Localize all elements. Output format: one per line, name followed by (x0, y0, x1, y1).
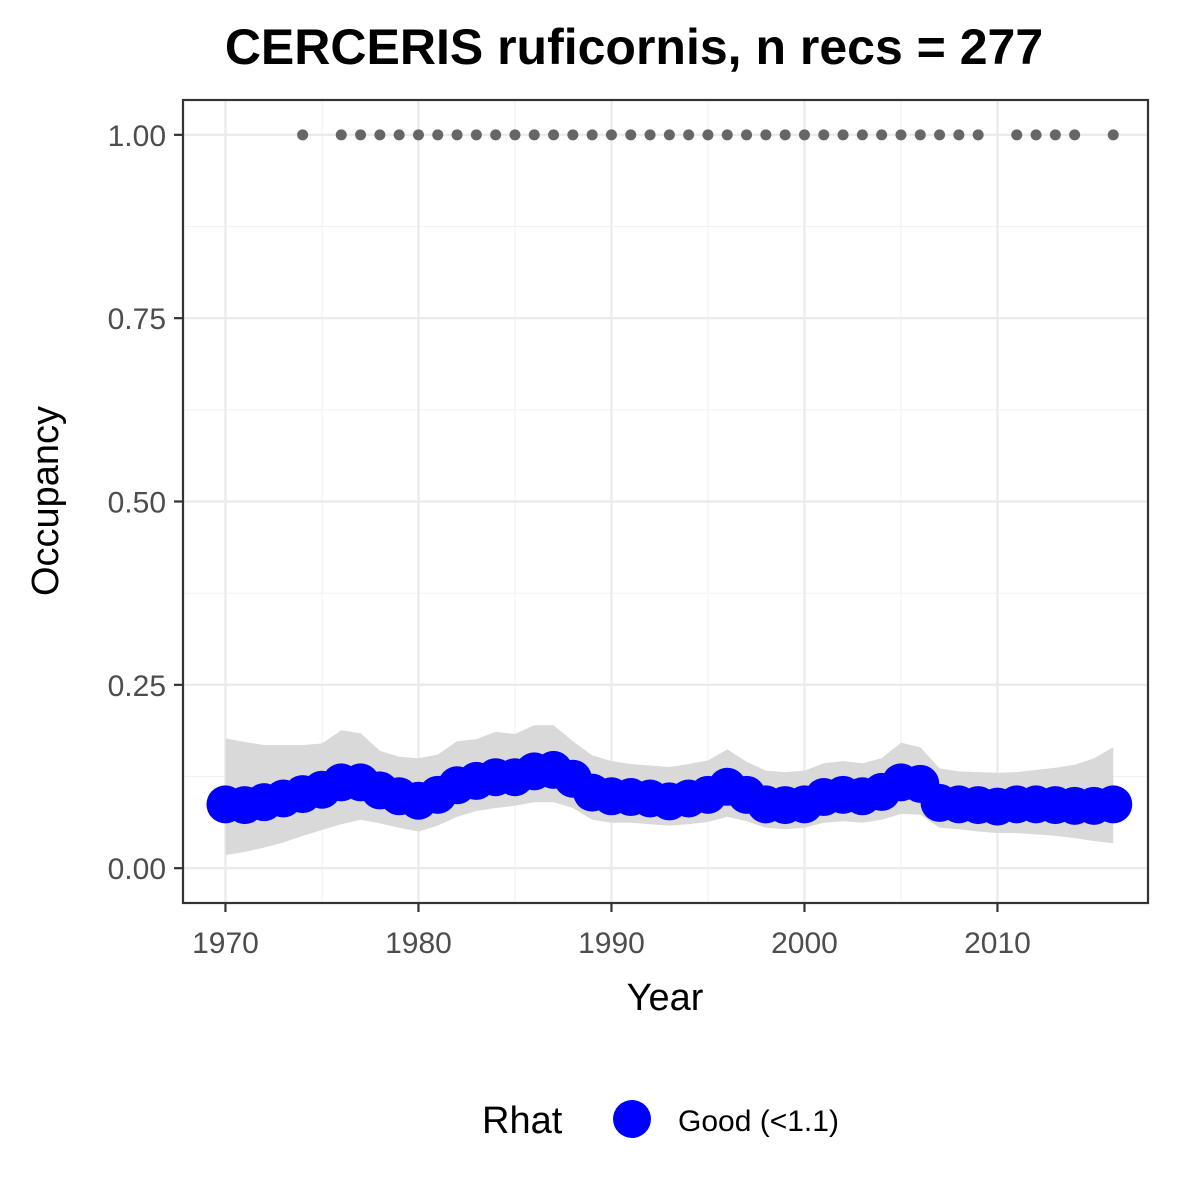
legend-label-good: Good (<1.1) (678, 1105, 839, 1138)
record-points-layer (297, 129, 1119, 141)
x-axis: 1970 1980 1990 2000 2010 (192, 903, 1031, 960)
y-tick-label: 0.75 (108, 303, 166, 336)
record-point (1069, 129, 1081, 141)
record-point (837, 129, 849, 141)
record-point (741, 129, 753, 141)
legend: Rhat Good (<1.1) (482, 1100, 839, 1142)
record-point (818, 129, 830, 141)
x-tick-label: 2010 (964, 927, 1031, 960)
y-tick-label: 0.50 (108, 487, 166, 520)
record-point (779, 129, 791, 141)
record-point (490, 129, 502, 141)
x-tick-label: 2000 (771, 927, 838, 960)
legend-title: Rhat (482, 1100, 563, 1142)
x-axis-title: Year (627, 977, 704, 1019)
record-point (1011, 129, 1023, 141)
record-point (914, 129, 926, 141)
occupancy-points-layer (206, 750, 1133, 826)
record-point (528, 129, 540, 141)
record-point (335, 129, 347, 141)
record-point (432, 129, 444, 141)
record-point (470, 129, 482, 141)
occupancy-point (1094, 785, 1133, 824)
y-axis: 0.00 0.25 0.50 0.75 1.00 (108, 120, 183, 886)
record-point (605, 129, 617, 141)
x-tick-label: 1980 (385, 927, 452, 960)
record-point (1030, 129, 1042, 141)
record-point (683, 129, 695, 141)
record-point (644, 129, 656, 141)
record-point (374, 129, 386, 141)
y-axis-title: Occupancy (25, 406, 67, 596)
record-point (297, 129, 309, 141)
y-tick-label: 0.00 (108, 853, 166, 886)
record-point (548, 129, 560, 141)
record-point (721, 129, 733, 141)
record-point (567, 129, 579, 141)
record-point (895, 129, 907, 141)
record-point (972, 129, 984, 141)
record-point (798, 129, 810, 141)
record-point (412, 129, 424, 141)
y-tick-label: 1.00 (108, 120, 166, 153)
record-point (393, 129, 405, 141)
record-point (586, 129, 598, 141)
record-point (876, 129, 888, 141)
record-point (451, 129, 463, 141)
record-point (1107, 129, 1119, 141)
record-point (1049, 129, 1061, 141)
record-point (856, 129, 868, 141)
record-point (509, 129, 521, 141)
record-point (953, 129, 965, 141)
legend-key-good (613, 1100, 651, 1138)
record-point (355, 129, 367, 141)
record-point (663, 129, 675, 141)
record-point (760, 129, 772, 141)
record-point (934, 129, 946, 141)
chart-title: CERCERIS ruficornis, n recs = 277 (225, 19, 1043, 75)
x-tick-label: 1970 (192, 927, 259, 960)
record-point (625, 129, 637, 141)
y-tick-label: 0.25 (108, 670, 166, 703)
record-point (702, 129, 714, 141)
x-tick-label: 1990 (578, 927, 645, 960)
